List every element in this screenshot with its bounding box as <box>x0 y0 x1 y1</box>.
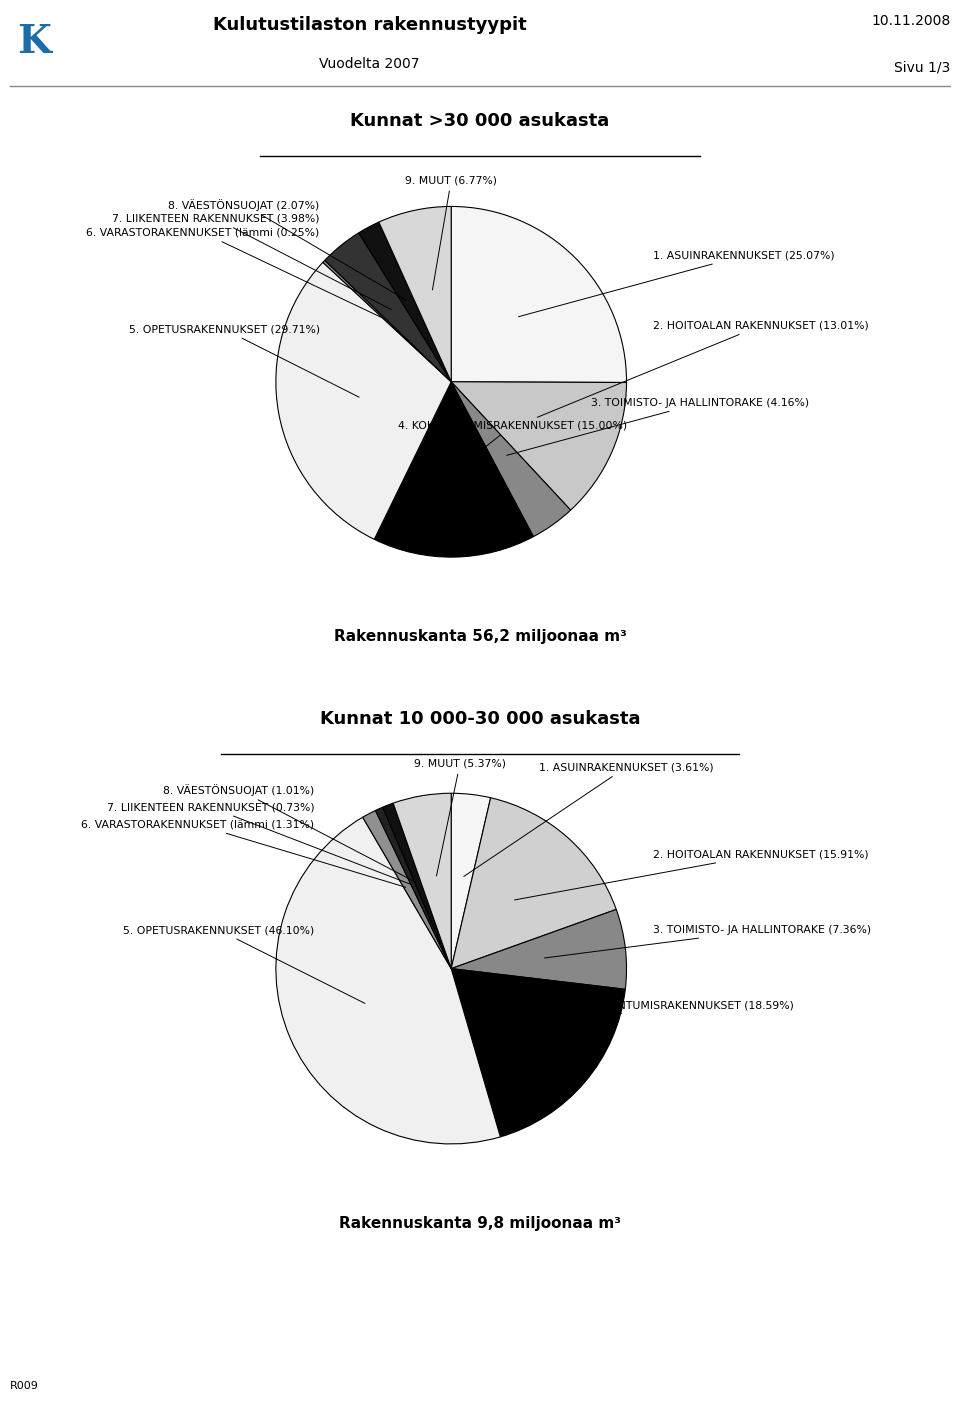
Text: 7. LIIKENTEEN RAKENNUKSET (3.98%): 7. LIIKENTEEN RAKENNUKSET (3.98%) <box>112 214 392 310</box>
Text: R009: R009 <box>10 1380 38 1391</box>
Wedge shape <box>451 909 627 990</box>
Text: 1. ASUINRAKENNUKSET (25.07%): 1. ASUINRAKENNUKSET (25.07%) <box>518 250 834 317</box>
Text: K: K <box>17 24 51 61</box>
Wedge shape <box>383 803 451 969</box>
Text: 6. VARASTORAKENNUKSET (lämmi (0.25%): 6. VARASTORAKENNUKSET (lämmi (0.25%) <box>86 228 382 318</box>
Text: 7. LIIKENTEEN RAKENNUKSET (0.73%): 7. LIIKENTEEN RAKENNUKSET (0.73%) <box>107 802 411 885</box>
Text: Vuodelta 2007: Vuodelta 2007 <box>320 57 420 71</box>
Text: 6. VARASTORAKENNUKSET (lämmi (1.31%): 6. VARASTORAKENNUKSET (lämmi (1.31%) <box>82 820 406 887</box>
Text: 9. MUUT (6.77%): 9. MUUT (6.77%) <box>405 175 497 290</box>
Text: Kunnat 10 000-30 000 asukasta: Kunnat 10 000-30 000 asukasta <box>320 710 640 728</box>
Text: Rakennuskanta 56,2 miljoonaa m³: Rakennuskanta 56,2 miljoonaa m³ <box>333 629 627 643</box>
Wedge shape <box>451 797 616 969</box>
Text: Kulutustilaston rakennustyypit: Kulutustilaston rakennustyypit <box>213 16 526 34</box>
Wedge shape <box>363 810 451 969</box>
Wedge shape <box>359 222 451 382</box>
Wedge shape <box>324 233 451 382</box>
Text: 5. OPETUSRAKENNUKSET (29.71%): 5. OPETUSRAKENNUKSET (29.71%) <box>129 324 359 397</box>
Text: 3. TOIMISTO- JA HALLINTORAKE (4.16%): 3. TOIMISTO- JA HALLINTORAKE (4.16%) <box>507 397 809 455</box>
Wedge shape <box>379 206 451 382</box>
Text: Rakennuskanta 9,8 miljoonaa m³: Rakennuskanta 9,8 miljoonaa m³ <box>339 1216 621 1230</box>
Text: 4. KOKOONTUMISRAKENNUKSET (15.00%): 4. KOKOONTUMISRAKENNUKSET (15.00%) <box>398 420 627 471</box>
Wedge shape <box>276 262 451 539</box>
Text: 9. MUUT (5.37%): 9. MUUT (5.37%) <box>414 759 506 877</box>
Wedge shape <box>323 260 451 382</box>
Text: 5. OPETUSRAKENNUKSET (46.10%): 5. OPETUSRAKENNUKSET (46.10%) <box>123 925 365 1004</box>
Text: 10.11.2008: 10.11.2008 <box>871 14 950 28</box>
Wedge shape <box>451 969 625 1137</box>
Text: 3. TOIMISTO- JA HALLINTORAKE (7.36%): 3. TOIMISTO- JA HALLINTORAKE (7.36%) <box>544 925 871 957</box>
Text: 8. VÄESTÖNSUOJAT (1.01%): 8. VÄESTÖNSUOJAT (1.01%) <box>163 783 416 882</box>
Text: 8. VÄESTÖNSUOJAT (2.07%): 8. VÄESTÖNSUOJAT (2.07%) <box>168 199 406 300</box>
Text: 2. HOITOALAN RAKENNUKSET (15.91%): 2. HOITOALAN RAKENNUKSET (15.91%) <box>515 850 869 899</box>
Wedge shape <box>451 382 570 537</box>
Text: Kunnat >30 000 asukasta: Kunnat >30 000 asukasta <box>350 112 610 130</box>
Wedge shape <box>375 807 451 969</box>
Wedge shape <box>374 382 534 557</box>
Text: 2. HOITOALAN RAKENNUKSET (13.01%): 2. HOITOALAN RAKENNUKSET (13.01%) <box>538 321 869 417</box>
Text: Sivu 1/3: Sivu 1/3 <box>894 61 950 74</box>
Wedge shape <box>451 793 491 969</box>
Wedge shape <box>451 206 627 383</box>
Wedge shape <box>394 793 451 969</box>
Wedge shape <box>451 382 627 510</box>
Text: 1. ASUINRAKENNUKSET (3.61%): 1. ASUINRAKENNUKSET (3.61%) <box>464 762 713 877</box>
Text: 4. KOKOONTUMISRAKENNUKSET (18.59%): 4. KOKOONTUMISRAKENNUKSET (18.59%) <box>523 1000 794 1027</box>
Wedge shape <box>276 817 500 1144</box>
